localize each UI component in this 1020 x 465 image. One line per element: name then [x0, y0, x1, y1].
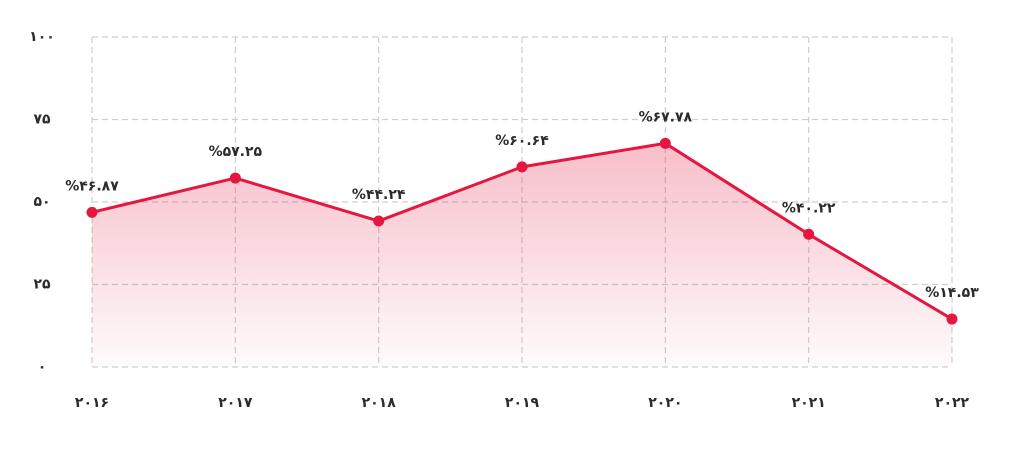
point	[946, 313, 958, 325]
point	[373, 215, 385, 227]
x-tick-label: ۲۰۲۱	[792, 395, 826, 411]
point	[86, 206, 98, 218]
value-label: %۴۴.۲۴	[352, 187, 406, 203]
x-tick-label: ۲۰۲۰	[648, 395, 682, 411]
y-tick-label: ۰	[38, 359, 47, 375]
point	[229, 172, 241, 184]
point	[803, 228, 815, 240]
value-label: %۶۰.۶۴	[495, 133, 549, 149]
value-label: %۵۷.۲۵	[209, 144, 263, 160]
value-label: %۶۷.۷۸	[639, 109, 693, 125]
y-tick-label: ۵۰	[33, 194, 50, 210]
value-label: %۴۰.۲۲	[782, 200, 836, 216]
y-tick-label: ۱۰۰	[29, 29, 55, 45]
x-tick-label: ۲۰۱۶	[75, 395, 109, 411]
y-tick-label: ۷۵	[33, 112, 51, 128]
y-tick-label: ۲۵	[33, 277, 51, 293]
area	[92, 143, 952, 367]
value-label: %۴۶.۸۷	[65, 178, 119, 194]
x-tick-label: ۲۰۱۸	[362, 395, 397, 411]
value-label: %۱۴.۵۳	[925, 285, 979, 301]
point	[516, 161, 528, 173]
x-tick-label: ۲۰۱۷	[218, 395, 253, 411]
x-tick-label: ۲۰۲۲	[935, 395, 970, 411]
point	[659, 137, 671, 149]
x-tick-label: ۲۰۱۹	[505, 395, 540, 411]
